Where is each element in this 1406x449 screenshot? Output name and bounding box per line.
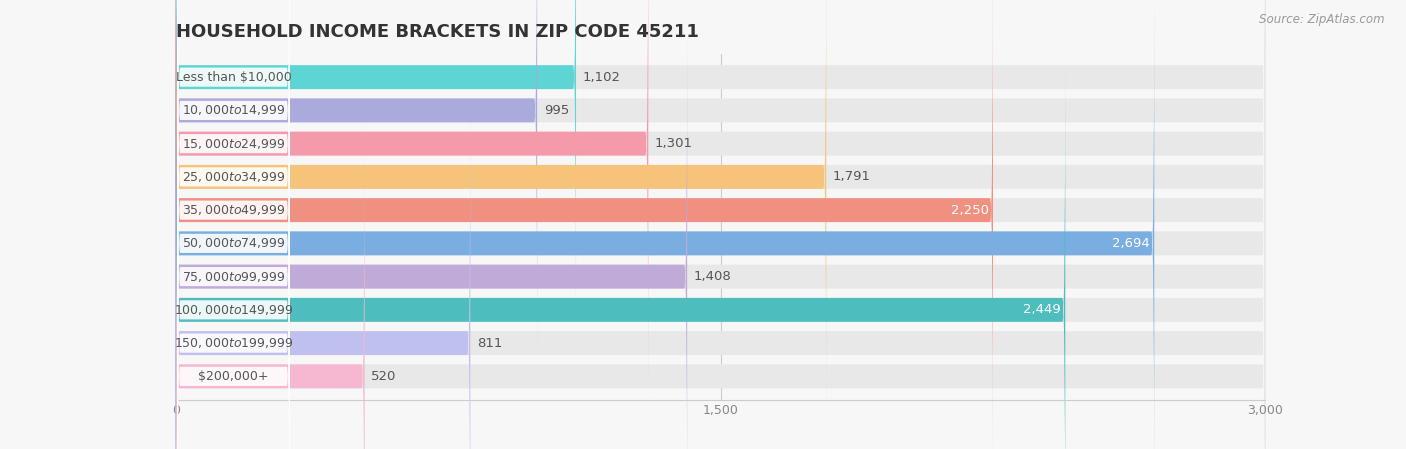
FancyBboxPatch shape xyxy=(176,22,688,449)
FancyBboxPatch shape xyxy=(176,123,364,449)
FancyBboxPatch shape xyxy=(176,0,1265,398)
FancyBboxPatch shape xyxy=(177,0,290,367)
FancyBboxPatch shape xyxy=(176,0,1154,449)
FancyBboxPatch shape xyxy=(176,22,1265,449)
Text: 811: 811 xyxy=(477,337,502,350)
Text: $10,000 to $14,999: $10,000 to $14,999 xyxy=(181,103,285,117)
FancyBboxPatch shape xyxy=(176,56,1265,449)
FancyBboxPatch shape xyxy=(176,0,576,331)
Text: Less than $10,000: Less than $10,000 xyxy=(176,70,291,84)
Text: $200,000+: $200,000+ xyxy=(198,370,269,383)
FancyBboxPatch shape xyxy=(177,0,290,334)
Text: HOUSEHOLD INCOME BRACKETS IN ZIP CODE 45211: HOUSEHOLD INCOME BRACKETS IN ZIP CODE 45… xyxy=(176,23,699,41)
Text: 1,102: 1,102 xyxy=(582,70,620,84)
Text: $15,000 to $24,999: $15,000 to $24,999 xyxy=(181,136,285,150)
Text: $100,000 to $149,999: $100,000 to $149,999 xyxy=(174,303,294,317)
FancyBboxPatch shape xyxy=(177,20,290,449)
FancyBboxPatch shape xyxy=(176,0,1265,449)
Text: $25,000 to $34,999: $25,000 to $34,999 xyxy=(181,170,285,184)
Text: 2,449: 2,449 xyxy=(1024,304,1062,317)
FancyBboxPatch shape xyxy=(176,0,827,431)
Text: $50,000 to $74,999: $50,000 to $74,999 xyxy=(181,236,285,251)
Text: $75,000 to $99,999: $75,000 to $99,999 xyxy=(181,269,285,284)
FancyBboxPatch shape xyxy=(177,0,290,449)
FancyBboxPatch shape xyxy=(177,0,290,433)
Text: $150,000 to $199,999: $150,000 to $199,999 xyxy=(174,336,294,350)
FancyBboxPatch shape xyxy=(176,0,993,449)
FancyBboxPatch shape xyxy=(177,120,290,449)
FancyBboxPatch shape xyxy=(176,56,1066,449)
FancyBboxPatch shape xyxy=(176,0,1265,331)
Text: 1,408: 1,408 xyxy=(693,270,731,283)
Text: 995: 995 xyxy=(544,104,569,117)
FancyBboxPatch shape xyxy=(176,0,1265,365)
FancyBboxPatch shape xyxy=(176,89,1265,449)
FancyBboxPatch shape xyxy=(177,0,290,449)
Text: 2,250: 2,250 xyxy=(950,204,988,216)
Text: 2,694: 2,694 xyxy=(1112,237,1150,250)
Text: Source: ZipAtlas.com: Source: ZipAtlas.com xyxy=(1260,13,1385,26)
FancyBboxPatch shape xyxy=(177,0,290,400)
FancyBboxPatch shape xyxy=(176,0,537,365)
FancyBboxPatch shape xyxy=(176,0,1265,449)
Text: $35,000 to $49,999: $35,000 to $49,999 xyxy=(181,203,285,217)
FancyBboxPatch shape xyxy=(176,0,648,398)
Text: 1,301: 1,301 xyxy=(655,137,693,150)
FancyBboxPatch shape xyxy=(176,89,471,449)
FancyBboxPatch shape xyxy=(176,0,1265,431)
FancyBboxPatch shape xyxy=(176,123,1265,449)
FancyBboxPatch shape xyxy=(177,53,290,449)
Text: 1,791: 1,791 xyxy=(832,170,870,183)
FancyBboxPatch shape xyxy=(177,87,290,449)
Text: 520: 520 xyxy=(371,370,396,383)
